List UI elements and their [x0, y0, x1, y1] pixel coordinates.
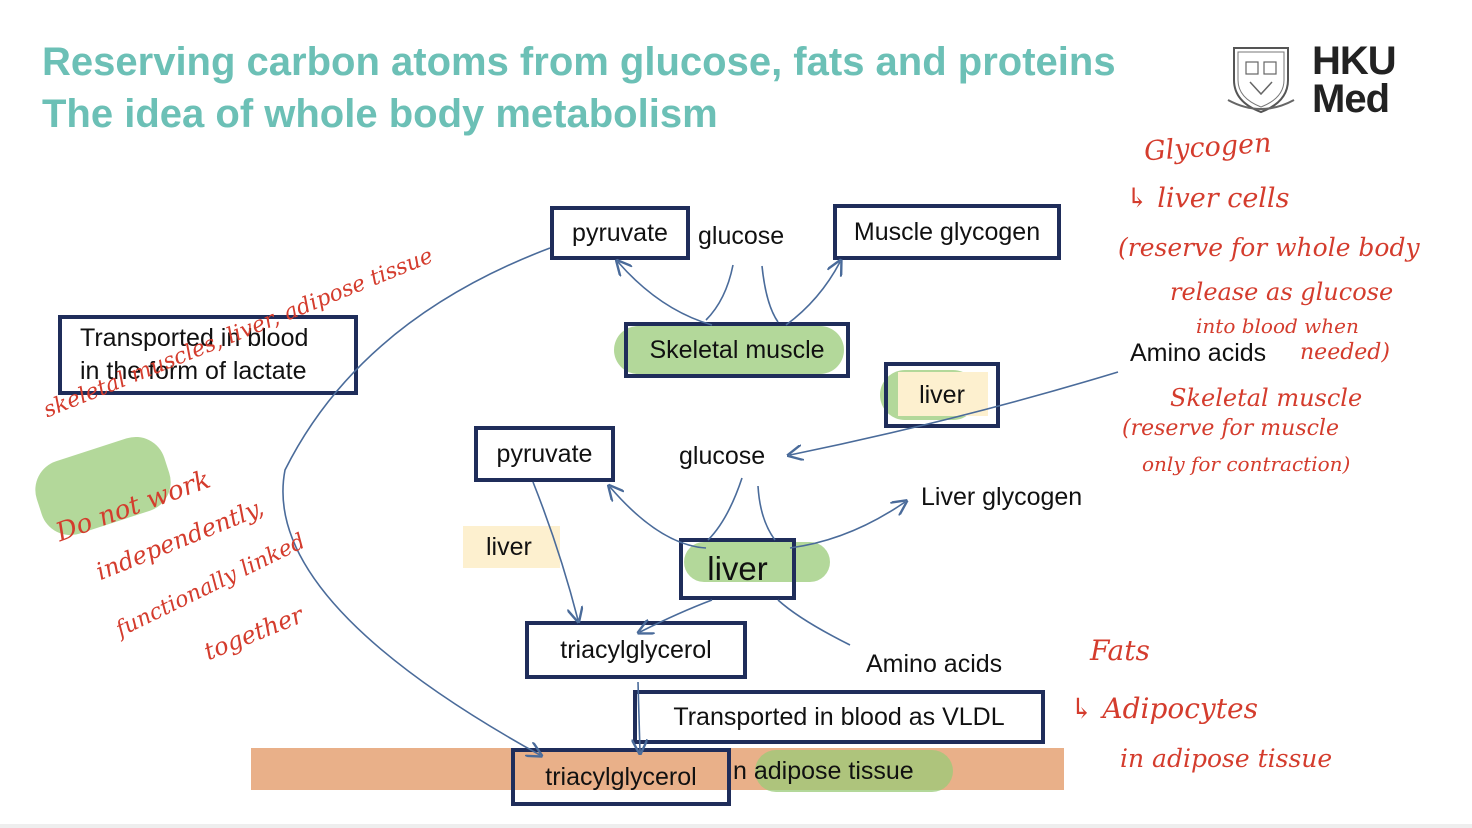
skeletal-muscle-box: Skeletal muscle — [624, 322, 850, 378]
arrow-muscle-to-glycogen — [785, 262, 840, 326]
note-adipocytes: ↳ Adipocytes — [1070, 692, 1258, 725]
liver-glycogen-label: Liver glycogen — [921, 483, 1083, 511]
triacylglycerol-adipose-box: triacylglycerol — [511, 748, 731, 806]
logo-line-2: Med — [1312, 77, 1390, 121]
arrow-glucose-to-liver-2 — [757, 485, 776, 541]
logo-line-1: HKU — [1312, 39, 1397, 83]
title-line-2: The idea of whole body metabolism — [42, 92, 718, 136]
triacylglycerol-liver-box: triacylglycerol — [525, 621, 747, 679]
note-contraction: only for contraction) — [1142, 452, 1351, 476]
hku-crest-icon — [1227, 47, 1295, 114]
note-fats: Fats — [1090, 634, 1150, 667]
glucose-liver-label: glucose — [679, 442, 766, 470]
glucose-muscle-label: glucose — [698, 222, 785, 250]
logo-wordmark: HKU Med — [1312, 39, 1397, 121]
slide-bottom-border — [0, 824, 1472, 828]
arrow-glucose-to-muscle-2 — [761, 265, 779, 323]
liver-center-box: liver — [679, 538, 796, 600]
lactate-line-1: Transported in blood — [80, 324, 309, 352]
title-line-1: Reserving carbon atoms from glucose, fat… — [42, 40, 1116, 84]
amino-acids-top-label: Amino acids — [1130, 339, 1267, 367]
arrow-muscle-to-pyruvate — [618, 262, 713, 326]
note-into-blood: into blood when — [1196, 314, 1359, 338]
arrow-glucose-to-muscle — [705, 264, 734, 321]
note-liver-cells: ↳ liver cells — [1126, 183, 1290, 214]
liver-side-label: liver — [486, 533, 532, 561]
vldl-transport-box: Transported in blood as VLDL — [633, 690, 1045, 744]
note-reserve-whole-body: (reserve for whole body — [1118, 233, 1420, 262]
note-together: together — [200, 600, 308, 666]
note-glycogen: Glycogen — [1143, 127, 1273, 168]
note-needed: needed) — [1300, 340, 1390, 365]
note-release-glucose: release as glucose — [1170, 278, 1394, 306]
highlight-skeletal-muscle — [614, 326, 844, 374]
liver-top-box: liver — [884, 362, 1000, 428]
note-in-adipose: in adipose tissue — [1120, 744, 1333, 773]
pyruvate-liver-box: pyruvate — [474, 426, 615, 482]
adipose-tissue-label: n adipose tissue — [733, 757, 914, 785]
lactate-line-2: in the form of lactate — [80, 357, 307, 385]
arrow-amino-to-liver — [777, 599, 851, 646]
note-skeletal-muscle: Skeletal muscle — [1170, 384, 1363, 412]
amino-acids-bottom-label: Amino acids — [866, 650, 1003, 678]
pyruvate-muscle-box: pyruvate — [550, 206, 690, 260]
arrow-glucose-to-liver — [707, 477, 743, 541]
note-reserve-muscle: (reserve for muscle — [1122, 416, 1339, 441]
hku-med-logo: HKU Med — [1224, 40, 1414, 124]
highlight-adipose — [755, 750, 953, 792]
muscle-glycogen-box: Muscle glycogen — [833, 204, 1061, 260]
